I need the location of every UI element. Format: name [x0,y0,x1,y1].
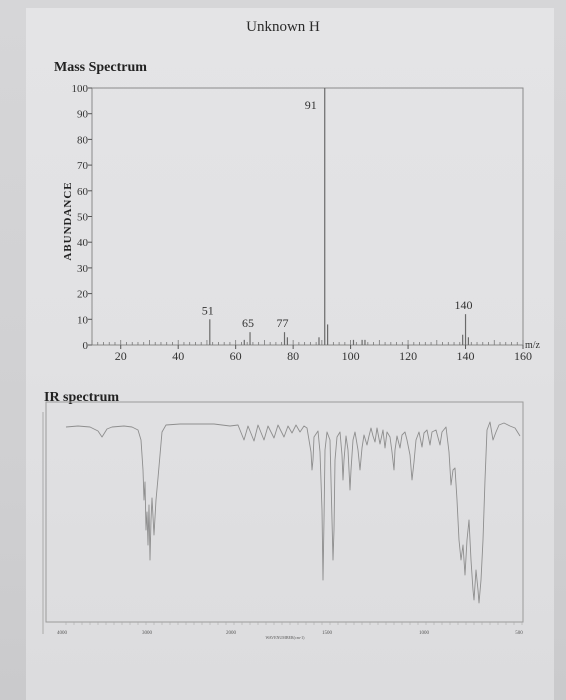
ms-ylabel: ABUNDANCE [62,181,74,261]
ir-chart-title: IR spectrum [44,390,120,405]
paper-sheet [26,8,554,700]
page-title: Unknown H [246,19,320,35]
ms-chart-title: Mass Spectrum [54,60,147,75]
